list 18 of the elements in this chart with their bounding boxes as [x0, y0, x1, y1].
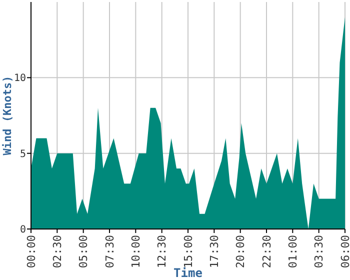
x-tick-label: 17:30 [208, 235, 222, 268]
x-tick-label: 07:30 [103, 235, 116, 268]
x-tick-label: 15:00 [182, 235, 195, 268]
y-tick-label: 0 [20, 224, 26, 236]
x-tick-label: 03:30 [312, 235, 326, 268]
x-tick-label: 02:30 [51, 235, 64, 268]
y-axis-title: Wind (Knots) [0, 76, 14, 156]
x-tick-label: 06:00 [338, 235, 350, 268]
x-tick-label: 00:00 [24, 235, 38, 268]
x-tick-label: 10:00 [130, 235, 143, 268]
x-tick-label: 20:00 [234, 235, 248, 268]
x-tick-label: 05:00 [77, 235, 90, 268]
x-tick-label: 01:00 [286, 235, 300, 268]
y-tick-label: 10 [14, 73, 26, 84]
y-tick-label: 5 [20, 148, 26, 160]
x-tick-label: 12:30 [156, 235, 169, 268]
x-tick-label: 22:30 [260, 235, 274, 268]
x-axis-title: Time [174, 266, 202, 280]
